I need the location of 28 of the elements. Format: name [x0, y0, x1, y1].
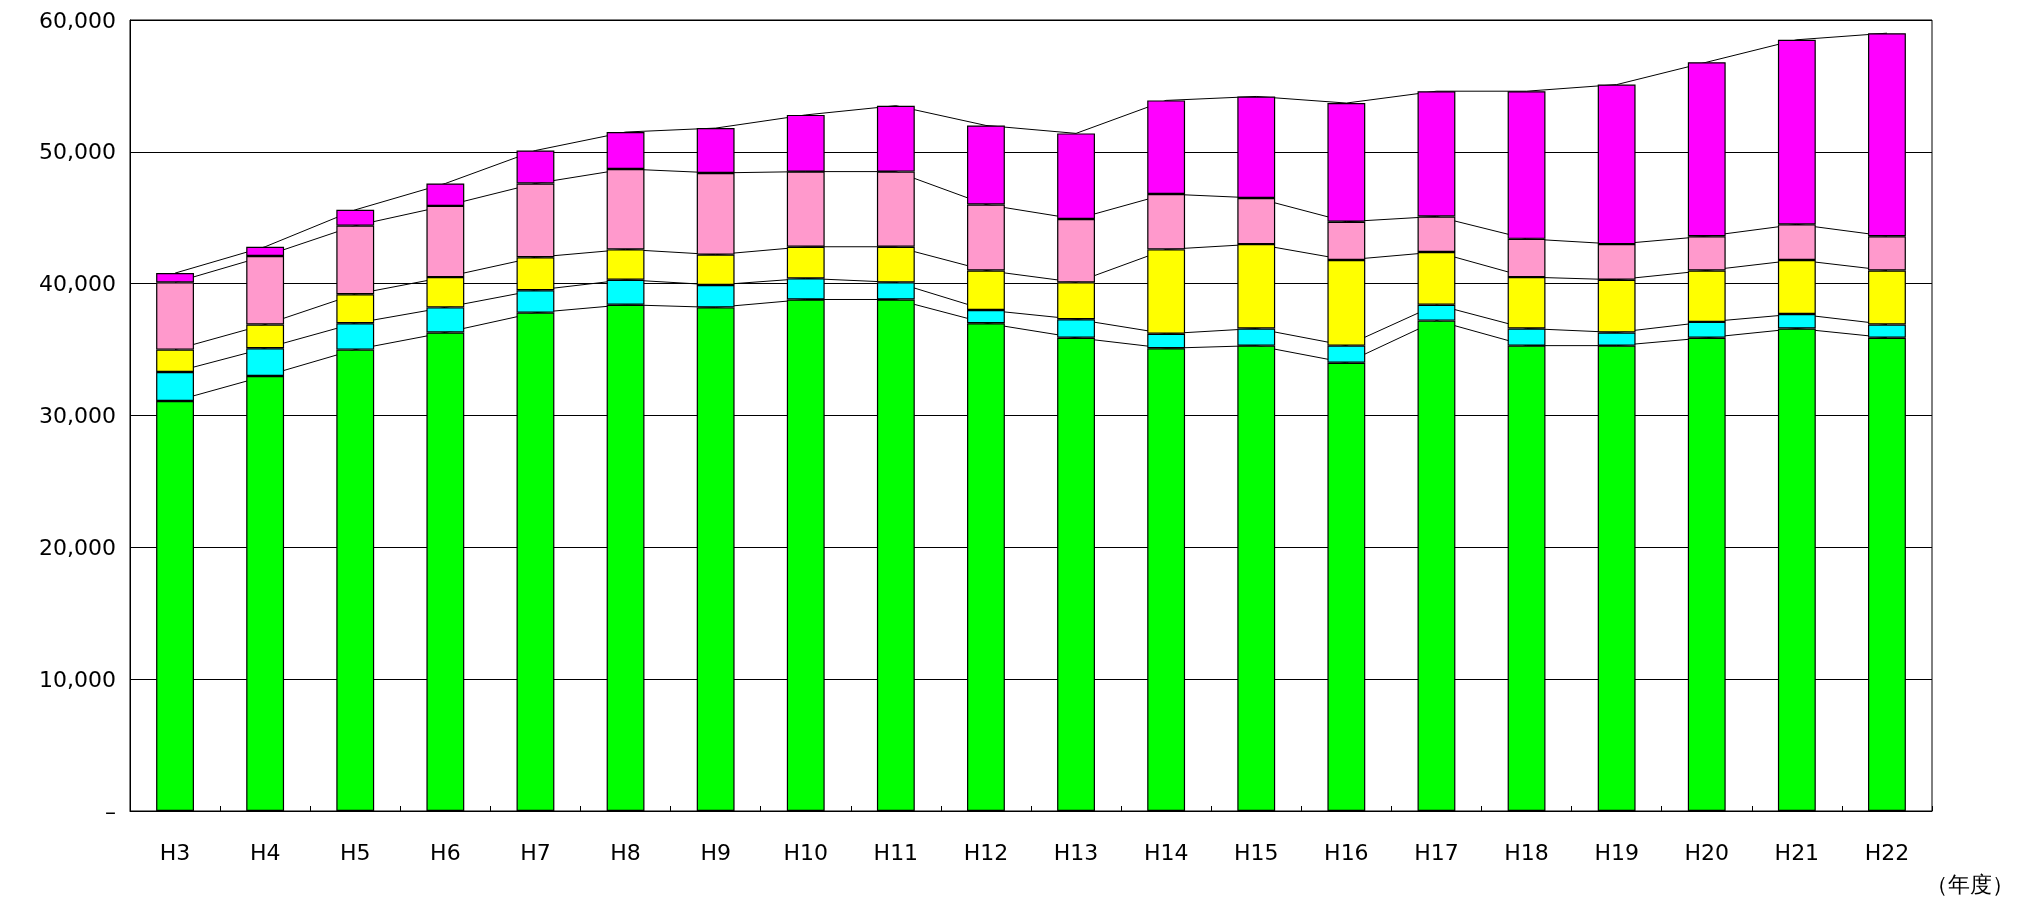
x-tick-label: H4	[249, 839, 281, 865]
y-tick-label: 20,000	[39, 534, 116, 560]
x-tick-label: H6	[430, 839, 461, 865]
x-tick-label: H19	[1594, 839, 1639, 865]
x-tick-label: H21	[1774, 839, 1820, 865]
x-tick-label: H18	[1504, 839, 1549, 865]
x-tick-label: H17	[1414, 839, 1459, 865]
x-tick-label: H12	[963, 839, 1009, 865]
x-tick-label: H22	[1864, 839, 1910, 865]
x-tick-label: H9	[700, 839, 731, 865]
x-tick-label: H3	[159, 839, 191, 865]
x-tick-label: H7	[520, 839, 551, 865]
y-tick-label: 10,000	[39, 666, 116, 692]
x-axis-title: （年度）	[1926, 871, 2014, 897]
y-tick-label: –	[105, 798, 116, 824]
x-tick-label: H11	[873, 839, 919, 865]
x-tick-label: H15	[1233, 839, 1279, 865]
y-tick-label: 50,000	[39, 139, 116, 165]
x-tick-label: H20	[1684, 839, 1730, 865]
y-tick-label: 40,000	[39, 271, 116, 297]
x-tick-label: H5	[339, 839, 371, 865]
x-tick-label: H10	[783, 839, 829, 865]
x-tick-label: H13	[1053, 839, 1099, 865]
x-tick-label: H14	[1143, 839, 1189, 865]
x-tick-label: H16	[1324, 839, 1369, 865]
y-tick-label: 30,000	[39, 403, 116, 428]
x-tick-label: H8	[610, 839, 641, 865]
y-tick-label: 60,000	[39, 7, 116, 33]
